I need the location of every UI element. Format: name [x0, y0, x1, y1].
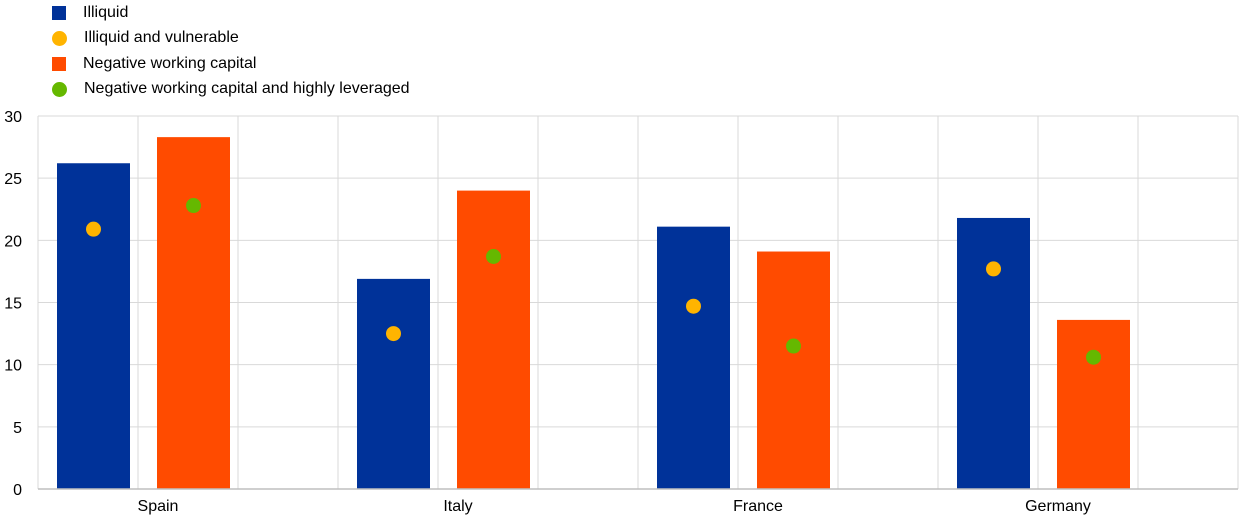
y-tick-label: 20: [4, 233, 22, 250]
y-tick-label: 5: [13, 420, 22, 437]
bar-illiquid-italy: [357, 278, 430, 489]
legend-circle-icon: [52, 30, 67, 46]
dot-illiquid-and-vulnerable-france: [686, 298, 701, 314]
legend: Illiquid Illiquid and vulnerable Negative …: [52, 0, 410, 102]
bar-illiquid-france: [657, 226, 730, 489]
x-tick-label: Germany: [1025, 498, 1091, 515]
y-tick-label: 25: [4, 171, 22, 188]
legend-item: Negative working capital and highly leve…: [52, 77, 410, 103]
bar-illiquid-germany: [957, 217, 1030, 489]
dot-illiquid-and-vulnerable-spain: [86, 221, 101, 237]
legend-label: Illiquid and vulnerable: [84, 29, 239, 47]
x-tick-label: France: [733, 498, 783, 515]
legend-square-icon: [52, 56, 66, 71]
dot-negative-working-capital-and-highly-leveraged-france: [786, 338, 801, 354]
dot-negative-working-capital-and-highly-leveraged-spain: [186, 198, 201, 214]
y-tick-label: 0: [13, 482, 22, 499]
dot-negative-working-capital-and-highly-leveraged-italy: [486, 248, 501, 264]
bar-negative-working-capital-germany: [1057, 319, 1130, 489]
legend-square-icon: [52, 5, 66, 20]
y-tick-label: 10: [4, 358, 22, 375]
dot-illiquid-and-vulnerable-italy: [386, 326, 401, 342]
legend-label: Negative working capital: [83, 54, 257, 72]
legend-item: Negative working capital: [52, 51, 410, 77]
x-tick-label: Italy: [443, 498, 472, 515]
y-tick-label: 15: [4, 296, 22, 313]
y-tick-label: 30: [4, 109, 22, 126]
bar-negative-working-capital-italy: [457, 190, 530, 489]
legend-label: Negative working capital and highly leve…: [84, 80, 410, 98]
bar-negative-working-capital-france: [757, 251, 830, 489]
legend-item: Illiquid and vulnerable: [52, 26, 410, 52]
x-tick-label: Spain: [138, 498, 179, 515]
dot-illiquid-and-vulnerable-germany: [986, 261, 1001, 277]
legend-item: Illiquid: [52, 0, 410, 26]
dot-negative-working-capital-and-highly-leveraged-germany: [1086, 349, 1101, 365]
legend-label: Illiquid: [83, 3, 129, 21]
bar-negative-working-capital-spain: [157, 137, 230, 490]
bar-illiquid-spain: [57, 163, 130, 489]
legend-circle-icon: [52, 81, 67, 97]
